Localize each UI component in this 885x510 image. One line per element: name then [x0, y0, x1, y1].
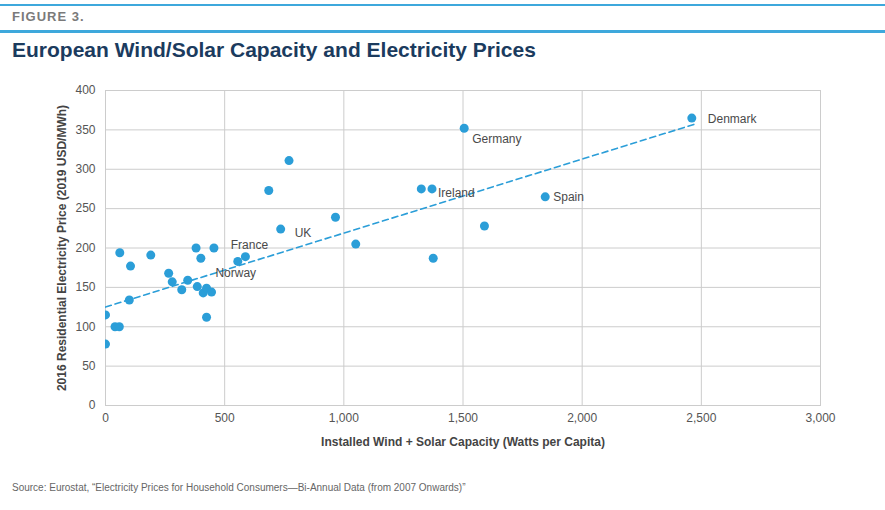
svg-text:500: 500	[215, 411, 235, 425]
svg-text:2,000: 2,000	[567, 411, 597, 425]
svg-text:Spain: Spain	[553, 190, 584, 204]
svg-text:Germany: Germany	[472, 132, 521, 146]
html-text:Source: Eurostat, “Electricity: Source: Eurostat, “Electricity Prices fo…	[12, 482, 466, 493]
svg-text:200: 200	[75, 241, 95, 255]
svg-text:2016 Residential Electricity P: 2016 Residential Electricity Price (2019…	[55, 105, 69, 391]
svg-text:300: 300	[75, 162, 95, 176]
svg-text:50: 50	[82, 359, 96, 373]
svg-text:1,000: 1,000	[329, 411, 359, 425]
svg-text:Norway: Norway	[215, 266, 256, 280]
svg-text:100: 100	[75, 320, 95, 334]
svg-text:350: 350	[75, 123, 95, 137]
svg-text:400: 400	[75, 83, 95, 97]
svg-text:UK: UK	[295, 226, 312, 240]
html-text:FIGURE 3.: FIGURE 3.	[12, 9, 85, 24]
svg-text:150: 150	[75, 280, 95, 294]
svg-text:0: 0	[102, 411, 109, 425]
svg-text:Ireland: Ireland	[438, 186, 475, 200]
svg-text:250: 250	[75, 201, 95, 215]
svg-text:Installed Wind + Solar Capacit: Installed Wind + Solar Capacity (Watts p…	[321, 435, 605, 449]
svg-text:3,000: 3,000	[805, 411, 835, 425]
svg-text:0: 0	[89, 398, 96, 412]
svg-text:1,500: 1,500	[448, 411, 478, 425]
svg-text:Denmark: Denmark	[708, 112, 758, 126]
svg-text:France: France	[231, 238, 269, 252]
html-text:European Wind/Solar Capacity a: European Wind/Solar Capacity and Electri…	[12, 38, 536, 61]
svg-text:2,500: 2,500	[686, 411, 716, 425]
